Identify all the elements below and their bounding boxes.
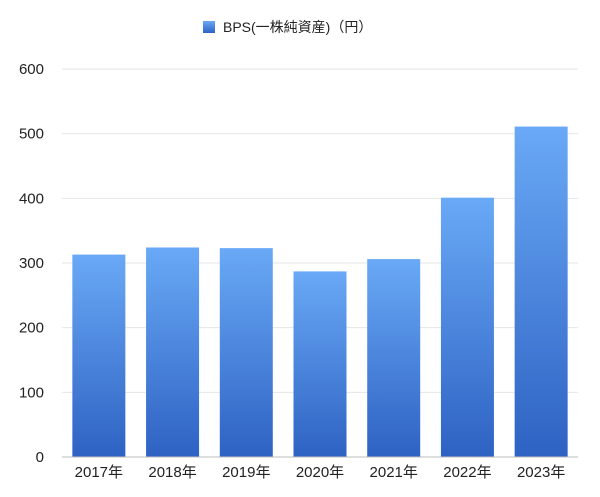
y-tick-label: 300	[19, 255, 44, 272]
bar-2017年	[72, 254, 126, 457]
x-tick-label: 2019年	[222, 464, 270, 481]
y-tick-label: 200	[19, 320, 44, 337]
bar-2018年	[146, 247, 200, 457]
y-tick-label: 600	[19, 61, 44, 78]
x-axis-ticks: 2017年 2018年 2019年 2020年 2021年 2022年 2023年	[75, 464, 566, 481]
y-axis-ticks: 0 100 200 300 400 500 600	[19, 61, 44, 466]
legend-swatch	[203, 21, 215, 33]
y-tick-label: 400	[19, 190, 44, 207]
y-tick-label: 100	[19, 384, 44, 401]
y-tick-label: 0	[36, 449, 44, 466]
x-tick-label: 2021年	[370, 464, 418, 481]
bar-2022年	[440, 197, 494, 458]
legend-label: BPS(一株純資産)（円）	[223, 19, 372, 35]
x-tick-label: 2018年	[148, 464, 196, 481]
bar-2020年	[293, 271, 347, 457]
bar-2021年	[367, 259, 421, 457]
x-tick-label: 2022年	[443, 464, 491, 481]
bar-2019年	[219, 248, 273, 457]
x-tick-label: 2017年	[75, 464, 123, 481]
bar-2023年	[514, 126, 568, 457]
x-tick-label: 2023年	[517, 464, 565, 481]
y-tick-label: 500	[19, 126, 44, 143]
x-tick-label: 2020年	[296, 464, 344, 481]
legend: BPS(一株純資産)（円）	[203, 19, 372, 35]
bars	[72, 126, 568, 458]
